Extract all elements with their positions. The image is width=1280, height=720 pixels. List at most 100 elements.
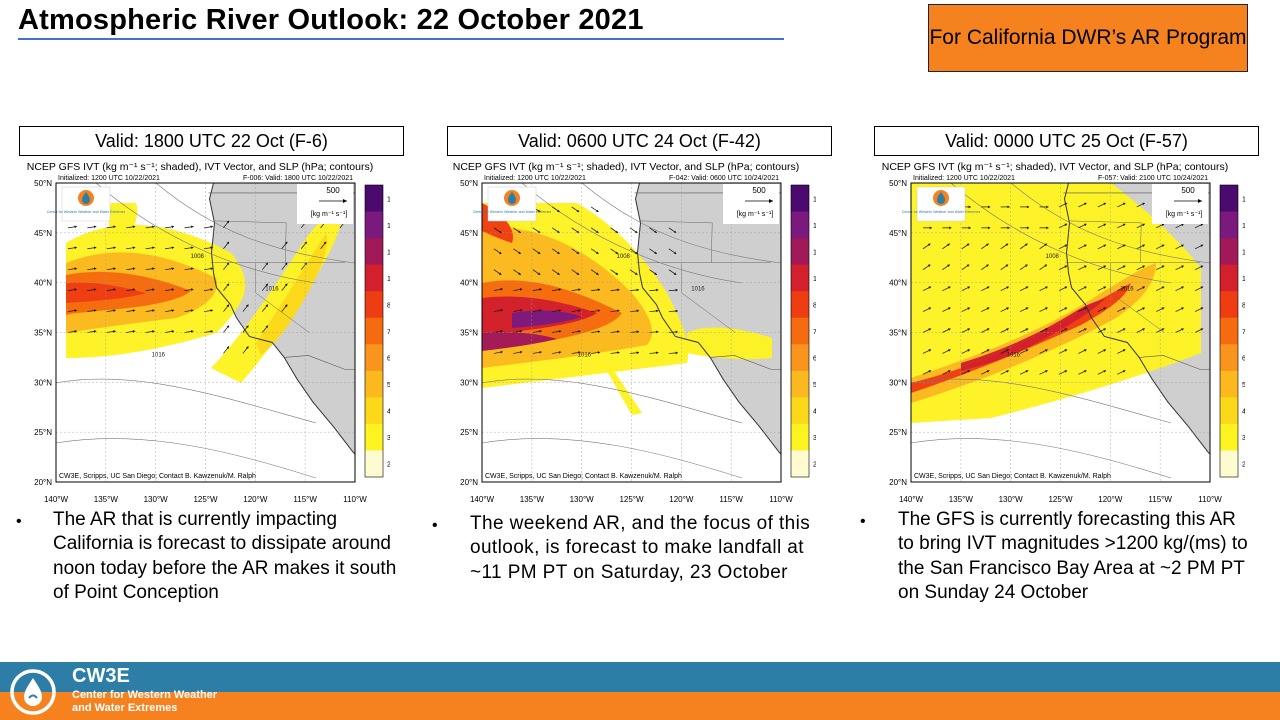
ivt-vector-arrowhead (113, 330, 116, 333)
ivt-vector-arrowhead (1200, 244, 1204, 248)
ivt-vector-arrowhead (1103, 286, 1106, 289)
ivt-vector-arrowhead (617, 288, 620, 292)
lon-label: 110°W (1198, 495, 1222, 504)
ivt-vector-arrowhead (967, 286, 970, 289)
map-credit: CW3E, Scripps, UC San Diego; Contact B. … (485, 473, 682, 480)
ivt-vector-arrowhead (1083, 202, 1087, 206)
colorbar-label: 250 (1242, 462, 1245, 469)
ivt-vector-arrowhead (246, 346, 249, 349)
ivt-vector-arrowhead (1064, 265, 1068, 268)
colorbar-label: 300 (387, 435, 390, 442)
ivt-vector-arrowhead (1005, 264, 1009, 267)
ivt-vector-arrowhead (1161, 307, 1165, 310)
lon-label: 125°W (1048, 495, 1073, 504)
ivt-vector-arrowhead (171, 288, 175, 291)
ivt-vector-arrowhead (1083, 349, 1087, 352)
ivt-vector-arrowhead (1026, 226, 1030, 230)
ivt-map-svg: NCEP GFS IVT (kg m⁻¹ s⁻¹; shaded), IVT V… (882, 161, 1258, 504)
border-line (710, 355, 781, 370)
ivt-vector-arrowhead (1142, 265, 1145, 268)
ivt-vector-arrowhead (132, 246, 136, 250)
ivt-contour-fill (108, 203, 138, 243)
cw3e-map-logo-icon: Center for Western Weather and Water Ext… (902, 186, 980, 222)
ivt-vector-arrowhead (1046, 205, 1049, 209)
ivt-vector-arrowhead (284, 262, 288, 266)
ivt-vector-arrowhead (578, 351, 581, 354)
ivt-vector-arrowhead (498, 272, 502, 275)
colorbar-swatch (365, 370, 383, 398)
ivt-vector-arrowhead (1024, 243, 1028, 247)
ivt-vector-arrowhead (171, 330, 175, 333)
colorbar-swatch (365, 264, 383, 292)
ivt-vector-arrowhead (537, 230, 541, 233)
colorbar-swatch (1220, 450, 1238, 478)
map-header: NCEP GFS IVT (kg m⁻¹ s⁻¹; shaded), IVT V… (27, 161, 373, 173)
ivt-shading (482, 203, 772, 415)
slide-title: Atmospheric River Outlook: 22 October 20… (18, 4, 644, 36)
ivt-vector-arrowhead (1007, 205, 1010, 209)
ivt-vector-arrowhead (595, 230, 599, 233)
ivt-vector-arrowhead (210, 288, 213, 291)
ivt-vector-arrowhead (152, 225, 155, 229)
ivt-vector-arrowhead (988, 205, 991, 209)
colorbar-label: 1000 (387, 276, 390, 283)
ivt-vector-arrowhead (1044, 264, 1047, 267)
colorbar-label: 1000 (813, 276, 816, 283)
ivt-vector-arrowhead (226, 304, 230, 308)
lon-label: 120°W (669, 495, 694, 504)
footer-band-blue (0, 662, 1280, 692)
ivt-vector-arrowhead (1161, 328, 1165, 331)
ivt-vector-arrowhead (265, 283, 268, 287)
bullet-3-text: The GFS is currently forecasting this AR… (898, 509, 1248, 603)
ivt-vector-arrowhead (226, 325, 230, 329)
colorbar-swatch (365, 397, 383, 425)
map-header: NCEP GFS IVT (kg m⁻¹ s⁻¹; shaded), IVT V… (882, 161, 1228, 173)
ivt-vector-arrowhead (1142, 307, 1145, 310)
ivt-vector-arrowhead (673, 272, 677, 275)
ivt-vector-arrowhead (1122, 286, 1126, 289)
map-valid-time: F-042: Valid: 0600 UTC 10/24/2021 (669, 175, 779, 182)
bullet-2-text: The weekend AR, and the focus of this ou… (470, 513, 811, 583)
footer-band-orange (0, 692, 1280, 720)
ivt-map-3: NCEP GFS IVT (kg m⁻¹ s⁻¹; shaded), IVT V… (865, 156, 1258, 511)
ivt-vector-arrowhead (947, 349, 951, 352)
slp-contour-label: 1008 (617, 254, 631, 260)
colorbar-swatch (365, 185, 383, 213)
lon-label: 115°W (293, 495, 317, 504)
colorbar-swatch (1220, 264, 1238, 292)
ivt-vector-arrowhead (1083, 328, 1087, 331)
ivt-vector-arrowhead (986, 328, 990, 331)
ivt-vector-arrowhead (675, 351, 678, 355)
ivt-vector-arrowhead (1142, 244, 1145, 248)
ivt-map-2: NCEP GFS IVT (kg m⁻¹ s⁻¹; shaded), IVT V… (436, 156, 829, 511)
colorbar-label: 1200 (813, 249, 816, 256)
lon-label: 115°W (719, 495, 743, 504)
colorbar-frame (790, 184, 810, 478)
ivt-vector-arrowhead (132, 267, 136, 271)
map-header: NCEP GFS IVT (kg m⁻¹ s⁻¹; shaded), IVT V… (453, 161, 799, 173)
ivt-vector-arrowhead (74, 288, 77, 291)
ivt-vector-arrowhead (1083, 265, 1087, 268)
ivt-vector-arrowhead (246, 304, 249, 308)
ivt-vector-arrowhead (1122, 328, 1126, 331)
ivt-vector-arrowhead (537, 251, 541, 254)
ivt-vector-arrowhead (500, 308, 503, 312)
ivt-vector-arrowhead (928, 328, 932, 331)
lon-label: 135°W (94, 495, 119, 504)
ivt-vector-arrowhead (226, 262, 230, 266)
lat-label: 25°N (34, 428, 52, 437)
ivt-vector-arrowhead (1103, 370, 1106, 373)
ivt-vector-arrowhead (284, 304, 288, 308)
lat-label: 45°N (889, 229, 907, 238)
ivt-vector-arrowhead (1025, 349, 1029, 352)
ivt-vector-arrowhead (1083, 286, 1087, 289)
ivt-vector-arrowhead (1181, 244, 1184, 248)
ivt-vector-arrowhead (171, 309, 175, 312)
ivt-vector-arrowhead (1046, 226, 1049, 230)
colorbar-swatch (791, 185, 809, 213)
ivt-vector-arrowhead (928, 349, 932, 352)
ivt-vector-arrowhead (1122, 307, 1126, 310)
colorbar-label: 1000 (1242, 276, 1245, 283)
ivt-vector-arrowhead (617, 330, 620, 334)
colorbar-swatch (791, 291, 809, 319)
